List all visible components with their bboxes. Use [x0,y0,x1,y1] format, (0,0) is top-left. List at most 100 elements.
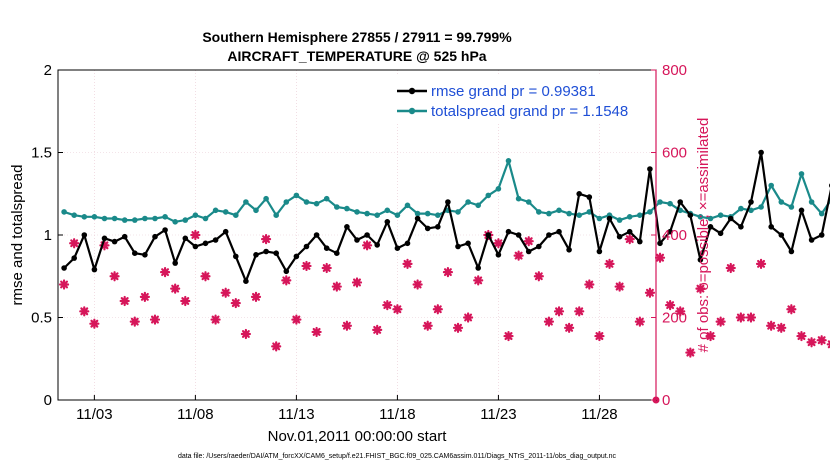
rmse-point [515,232,522,238]
obs-count-marker [422,320,433,331]
spread-point [505,158,512,164]
obs-count-marker [321,262,332,274]
spread-point [374,212,381,218]
spread-point [536,209,542,215]
spread-point [172,219,178,225]
spread-point [414,210,421,217]
obs-count-marker [715,316,726,327]
obs-count-marker [654,252,666,263]
spread-point [182,217,189,223]
spread-point [566,210,572,217]
x-axis: 11/03 11/08 11/13 11/18 11/23 11/28 [76,395,618,423]
obs-count-marker [372,324,383,335]
rmse-point [192,243,199,250]
rmse-point [768,224,774,230]
obs-count-marker [584,279,595,290]
spread-point [243,199,249,205]
rmse-point [778,232,785,238]
spread-point [233,212,239,218]
obs-count-marker [291,314,302,325]
spread-point [808,199,815,205]
legend-rmse-label: rmse grand pr = 0.99381 [431,83,596,100]
rmse-point [677,199,683,205]
spread-point [162,214,168,220]
rmse-point [606,215,613,222]
obs-count-marker [675,306,686,317]
obs-count-marker [442,267,454,278]
obs-count-marker [463,312,474,323]
rmse-point [556,228,562,235]
spread-point [768,182,774,189]
spread-point [323,195,330,202]
obs-count-marker [564,322,575,333]
obs-count-marker [271,341,282,352]
spread-point [61,209,67,215]
rmse-point [647,166,653,172]
rmse-point [283,268,290,275]
obs-count-marker [695,283,706,294]
spread-series [61,158,830,225]
obs-count-marker [634,316,645,327]
spread-point [212,207,219,214]
spread-point [556,207,562,214]
obs-count-marker [604,258,615,269]
obs-count-marker [745,312,757,323]
spread-point [778,199,785,205]
spread-point [788,204,795,210]
obs-count-marker [362,240,373,251]
rmse-point [162,227,168,233]
spread-point [515,195,522,202]
obs-count-marker [553,306,565,317]
rmse-point [546,232,552,238]
rmse-point [212,237,219,243]
y-left-tick-label: 0.5 [31,310,52,327]
x-tick-label: 11/23 [480,406,516,423]
obs-count-marker [786,304,797,315]
rmse-point [132,250,138,256]
obs-count-marker [796,330,807,342]
spread-point [132,217,138,223]
x-tick-label: 11/18 [379,406,415,423]
rmse-point [273,250,280,256]
obs-count-marker [432,304,443,315]
obs-count-marker [503,330,514,342]
obs-count-marker [190,229,201,241]
spread-point [485,192,492,199]
obs-count-marker [260,234,272,245]
x-tick-label: 11/28 [581,406,617,423]
obs-count-marker [311,326,322,338]
spread-point [546,210,552,217]
rmse-point [525,248,532,255]
spread-point [818,210,825,217]
obs-count-marker [755,258,767,269]
rmse-point [61,265,67,271]
obs-count-marker [402,258,413,269]
rmse-point [485,232,492,238]
spread-point [626,214,633,220]
rmse-point [81,232,88,238]
rmse-point [354,237,360,243]
obs-count-marker [725,262,736,274]
legend-spread-label: totalspread grand pr = 1.1548 [431,103,628,120]
spread-point [91,214,98,220]
spread-point [525,199,532,205]
rmse-point [495,252,502,258]
obs-count-marker [735,312,746,323]
rmse-point [111,238,118,245]
rmse-point [727,215,734,222]
obs-count-marker [816,335,827,346]
spread-point [334,204,340,210]
y-axis-left-label: rmse and totalspread [9,165,26,306]
rmse-point [344,224,350,230]
obs-series [58,229,830,404]
obs-count-marker [230,297,241,309]
obs-count-marker [705,330,716,342]
spread-point [253,207,259,214]
y-axis-left: 0 0.5 1 1.5 2 [31,62,63,409]
spread-point [344,205,350,212]
rmse-point [536,243,542,250]
rmse-point [657,240,663,247]
rmse-point [323,245,330,251]
rmse-point [71,255,77,261]
obs-count-marker [331,281,342,292]
